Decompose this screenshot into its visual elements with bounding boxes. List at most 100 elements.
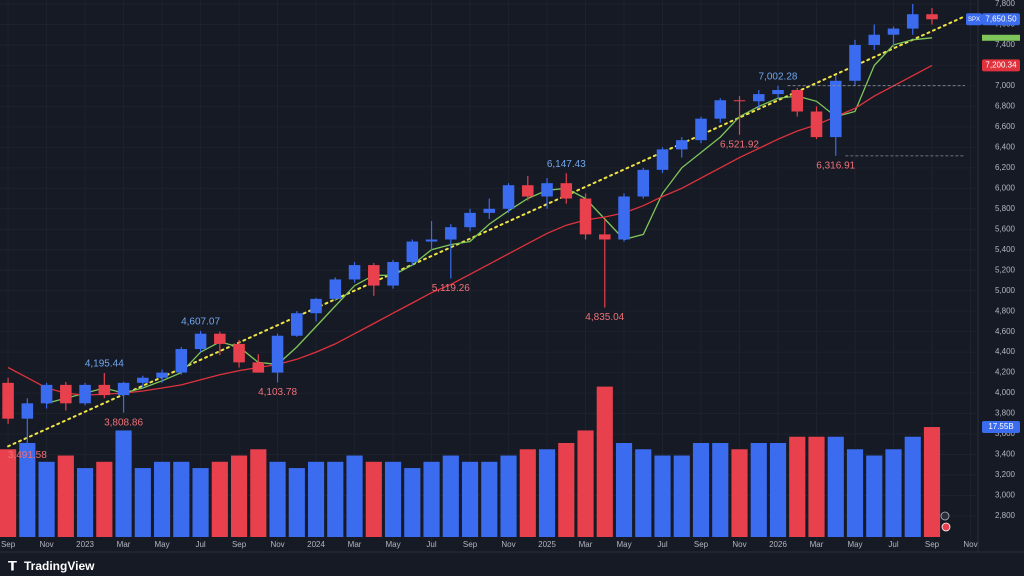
- candle-body: [849, 44, 861, 81]
- candle-body: [60, 384, 72, 404]
- candle-body: [310, 298, 322, 314]
- x-tick-label: Mar: [810, 540, 824, 549]
- volume-bar: [269, 461, 286, 537]
- low-label: 6,521.92: [720, 139, 759, 150]
- volume-bar: [38, 461, 55, 537]
- candle-body: [368, 265, 380, 286]
- x-tick-label: Sep: [925, 540, 940, 549]
- y-tick-label: 5,200: [995, 265, 1016, 274]
- candle-body: [906, 14, 919, 29]
- candle-body: [483, 208, 496, 213]
- y-tick-label: 5,000: [995, 286, 1016, 295]
- candle-body: [2, 382, 14, 419]
- x-tick-label: Sep: [694, 540, 709, 549]
- candle-body: [406, 241, 419, 263]
- candle-body: [772, 90, 784, 95]
- x-tick-label: May: [616, 540, 631, 549]
- y-tick-label: 4,200: [995, 368, 1016, 377]
- close-tag: 7,650.50: [985, 14, 1017, 23]
- volume-tag: 17.55B: [988, 422, 1013, 431]
- candle-body: [79, 384, 91, 404]
- candle-body: [271, 335, 284, 373]
- low-label: 3,491.58: [8, 450, 47, 461]
- candle-body: [829, 80, 842, 138]
- moving-average: [46, 37, 933, 404]
- y-tick-label: 3,600: [995, 429, 1016, 438]
- ma-tag-box: [982, 59, 1020, 72]
- y-tick-label: 4,000: [995, 388, 1016, 397]
- candle-body: [233, 343, 245, 363]
- volume-bar: [327, 461, 344, 537]
- candle-body: [387, 262, 399, 286]
- volume-bar: [885, 449, 902, 537]
- candle-body: [214, 333, 226, 344]
- volume-bar: [365, 461, 382, 537]
- low-label: 3,808.86: [104, 417, 143, 428]
- candle-body: [175, 349, 188, 373]
- volume-tag-box: [982, 421, 1020, 434]
- candle-body: [868, 34, 881, 45]
- x-tick-label: 2023: [76, 540, 94, 549]
- y-tick-label: 4,400: [995, 347, 1016, 356]
- candle-body: [887, 28, 900, 35]
- candle-body: [637, 169, 650, 197]
- candle-body: [445, 227, 457, 240]
- symbol: SPX: [968, 17, 980, 23]
- volume-bar: [538, 449, 556, 537]
- volume-bar: [192, 468, 209, 537]
- volume-bar: [211, 461, 228, 537]
- volume-bar: [789, 436, 806, 537]
- moving-average: [7, 64, 933, 396]
- volume-bar: [692, 443, 710, 537]
- volume-bar: [846, 449, 864, 537]
- candle-body: [502, 185, 515, 209]
- candle-body: [40, 384, 53, 404]
- y-tick-label: 6,400: [995, 142, 1016, 151]
- y-tick-label: 7,000: [995, 81, 1016, 90]
- volume-bar: [750, 443, 767, 537]
- ma-tag: 7,200.34: [985, 61, 1017, 70]
- volume-bar: [346, 455, 363, 537]
- candle-body: [618, 196, 630, 240]
- x-tick-label: Sep: [1, 540, 16, 549]
- candle-body: [117, 382, 130, 396]
- x-tick-label: Nov: [963, 540, 977, 549]
- volume-bar: [500, 455, 517, 537]
- y-tick-label: 4,800: [995, 306, 1016, 315]
- volume-bar: [153, 461, 171, 537]
- y-tick-label: 3,200: [995, 470, 1016, 479]
- x-tick-label: May: [385, 540, 400, 549]
- volume-bar: [673, 455, 690, 537]
- volume-bar: [615, 443, 633, 537]
- candle-body: [329, 279, 342, 299]
- candle-body: [733, 100, 746, 102]
- volume-bar: [808, 436, 825, 537]
- y-tick-label: 4,600: [995, 327, 1016, 336]
- x-tick-label: Jul: [426, 540, 436, 549]
- y-tick-label: 3,400: [995, 450, 1016, 459]
- volume-bar: [769, 443, 787, 537]
- candle-body: [599, 234, 611, 240]
- low-label: 5,119.26: [432, 283, 471, 294]
- low-label: 4,835.04: [585, 312, 624, 323]
- x-tick-label: 2025: [538, 540, 556, 549]
- volume-bar: [904, 436, 921, 537]
- high-label: 6,147.43: [547, 159, 586, 170]
- x-tick-label: Mar: [579, 540, 593, 549]
- candle-body: [194, 333, 207, 350]
- volume-bar: [461, 461, 479, 537]
- y-tick-label: 6,000: [995, 183, 1016, 192]
- candle-body: [137, 377, 149, 383]
- candle-body: [791, 90, 804, 112]
- volume-bar: [173, 461, 190, 537]
- volume-bar: [404, 468, 421, 537]
- candle-body: [291, 313, 303, 336]
- volume-bar: [866, 455, 883, 537]
- candle-body: [252, 362, 265, 373]
- volume-bar: [384, 461, 402, 537]
- y-tick-label: 3,800: [995, 409, 1016, 418]
- candle-body: [695, 118, 707, 141]
- y-tick-label: 5,800: [995, 204, 1016, 213]
- logo-mark: 𝗧: [8, 558, 17, 573]
- volume-bar: [654, 455, 671, 537]
